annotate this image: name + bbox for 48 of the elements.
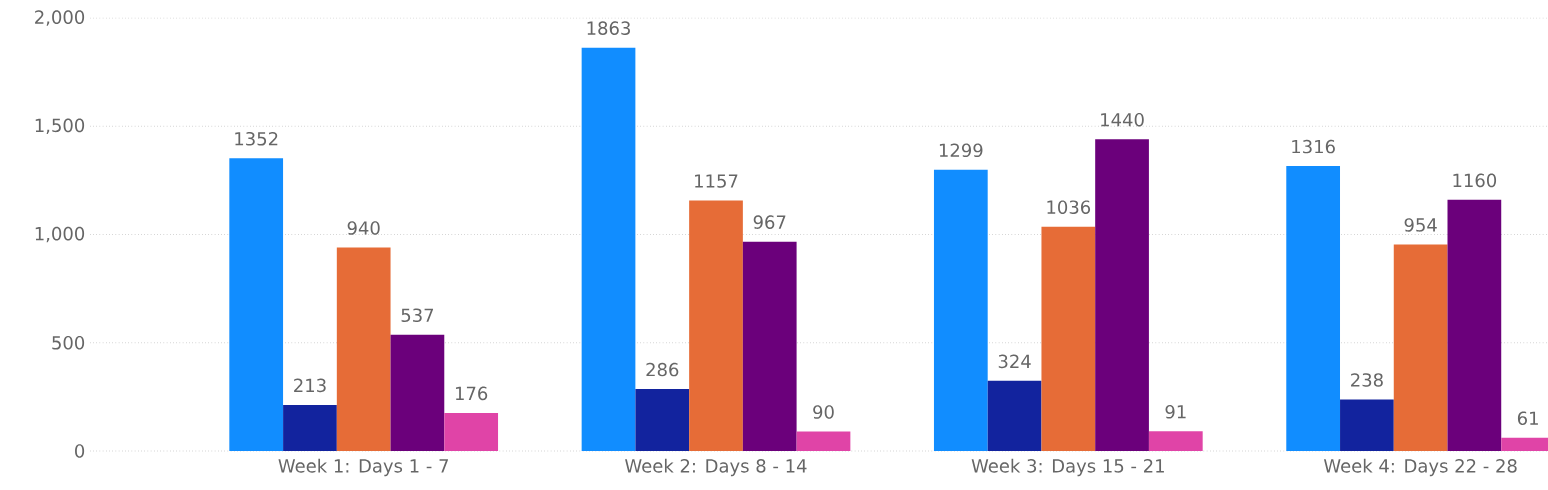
data-label: 954 <box>1404 218 1437 232</box>
data-label: 537 <box>401 308 434 323</box>
bar <box>1393 244 1448 451</box>
data-label: 1440 <box>1101 112 1144 127</box>
data-label: 90 <box>813 405 834 419</box>
y-tick-label: 0 <box>75 444 85 458</box>
bar <box>283 404 337 451</box>
bar <box>742 241 797 451</box>
data-label: 967 <box>753 215 786 229</box>
bar <box>444 412 499 451</box>
x-tick-label: Week 4: Days 22 - 28 <box>1323 458 1517 477</box>
data-label: 61 <box>1517 411 1538 426</box>
y-tick-label: 1,500 <box>35 118 85 134</box>
data-label: 286 <box>646 362 679 377</box>
data-label: 1316 <box>1292 139 1335 154</box>
data-label: 1299 <box>939 143 983 158</box>
bar <box>336 247 391 451</box>
data-label: 176 <box>455 386 488 401</box>
y-tick-label: 500 <box>52 335 85 350</box>
bar <box>390 334 445 451</box>
data-label: 324 <box>998 354 1031 369</box>
bar <box>229 158 284 451</box>
bar <box>796 431 851 451</box>
y-tick-label: 2,000 <box>35 10 85 26</box>
data-label: 1863 <box>587 21 630 35</box>
x-tick-label: Week 3: Days 15 - 21 <box>971 458 1164 477</box>
data-label: 238 <box>1351 373 1383 387</box>
bar <box>1286 166 1341 451</box>
x-tick-label: Week 2: Days 8 - 14 <box>625 458 807 477</box>
bar <box>1340 399 1394 451</box>
x-tick-label: Week 1: Days 1 - 7 <box>278 458 448 477</box>
bar <box>933 169 988 451</box>
bar <box>1447 199 1502 451</box>
y-tick-label: 1,000 <box>35 226 85 243</box>
bar <box>1041 226 1096 451</box>
bar <box>581 47 636 451</box>
data-label: 213 <box>294 378 326 393</box>
data-label: 1160 <box>1453 173 1497 188</box>
bar <box>1148 431 1203 451</box>
data-label: 1157 <box>695 174 738 188</box>
bar <box>1095 139 1149 451</box>
bar <box>635 389 690 451</box>
bar <box>987 380 1042 451</box>
data-label: 1036 <box>1047 200 1091 214</box>
bar <box>689 200 743 451</box>
data-label: 91 <box>1165 404 1186 419</box>
data-label: 1352 <box>235 131 278 146</box>
data-label: 940 <box>347 221 380 235</box>
